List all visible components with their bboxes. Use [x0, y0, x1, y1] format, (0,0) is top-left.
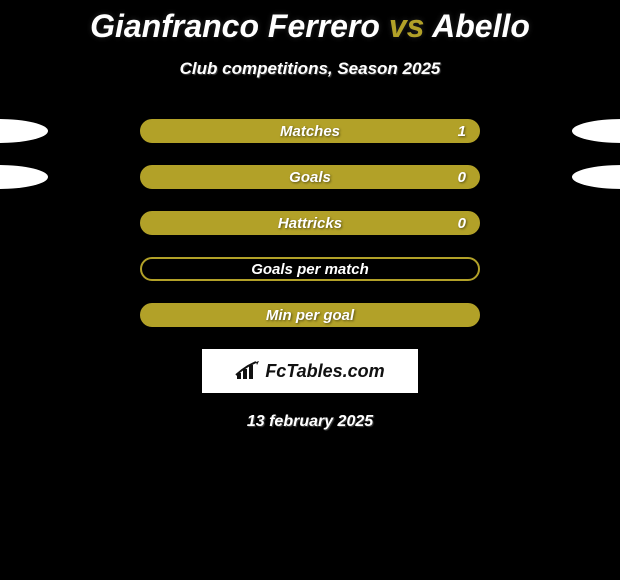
stat-bar: Min per goal: [140, 303, 480, 327]
logo-icon: [235, 361, 261, 381]
title-vs: vs: [380, 8, 432, 44]
player1-marker: [0, 119, 48, 143]
logo-text: FcTables.com: [265, 361, 384, 382]
stat-label: Goals: [289, 169, 331, 186]
stat-value: 0: [458, 169, 466, 186]
subtitle: Club competitions, Season 2025: [0, 59, 620, 79]
stat-value: 1: [458, 123, 466, 140]
stat-row: Hattricks 0: [40, 211, 580, 235]
stat-value: 0: [458, 215, 466, 232]
page-title: Gianfranco Ferrero vs Abello: [0, 0, 620, 45]
player1-marker: [0, 165, 48, 189]
stat-bar: Matches 1: [140, 119, 480, 143]
player2-marker: [572, 165, 620, 189]
title-player2: Abello: [432, 8, 530, 44]
stat-bar: Goals 0: [140, 165, 480, 189]
date-label: 13 february 2025: [0, 413, 620, 431]
logo-box: FcTables.com: [202, 349, 418, 393]
stat-row: Goals 0: [40, 165, 580, 189]
stat-row: Goals per match: [40, 257, 580, 281]
stat-bar: Goals per match: [140, 257, 480, 281]
stat-row: Min per goal: [40, 303, 580, 327]
title-player1: Gianfranco Ferrero: [90, 8, 380, 44]
stat-label: Min per goal: [266, 307, 354, 324]
comparison-chart: Matches 1 Goals 0 Hattricks 0 Goals per match M…: [40, 119, 580, 327]
stat-row: Matches 1: [40, 119, 580, 143]
stat-bar: Hattricks 0: [140, 211, 480, 235]
stat-label: Goals per match: [251, 261, 369, 278]
stat-label: Hattricks: [278, 215, 342, 232]
player2-marker: [572, 119, 620, 143]
stat-label: Matches: [280, 123, 340, 140]
